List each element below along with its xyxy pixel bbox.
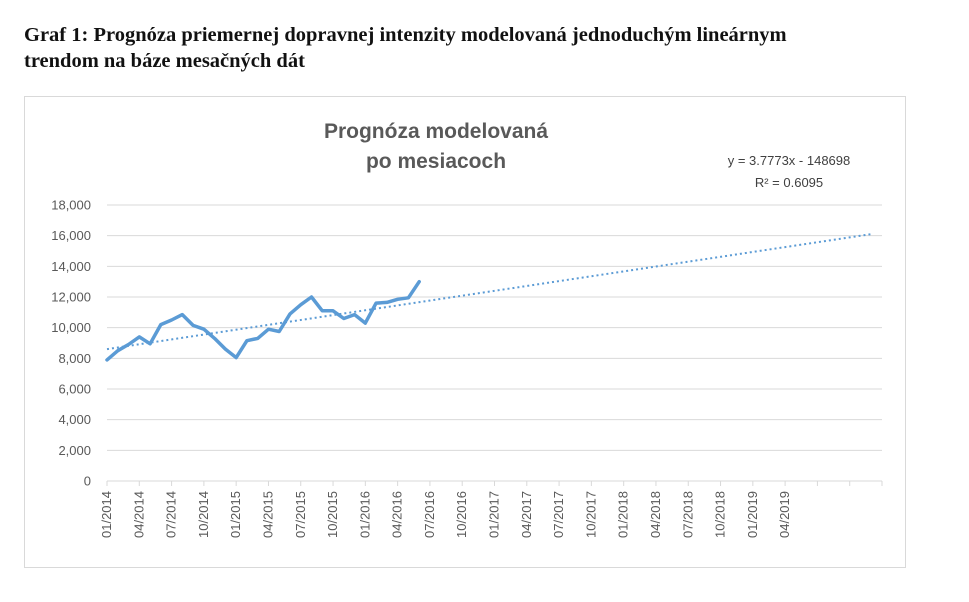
x-tick-label: 07/2014 — [164, 491, 179, 538]
x-tick-label: 01/2018 — [616, 491, 631, 538]
x-tick-label: 10/2018 — [713, 491, 728, 538]
x-tick-label: 10/2015 — [325, 491, 340, 538]
caption-line-2: trendom na báze mesačných dát — [24, 50, 305, 72]
y-tick-label: 6,000 — [58, 382, 91, 397]
x-tick-label: 04/2017 — [519, 491, 534, 538]
trendline-r-squared: R² = 0.6095 — [755, 175, 823, 190]
series-line — [105, 279, 421, 362]
x-tick-label: 01/2014 — [99, 491, 114, 538]
y-tick-label: 12,000 — [51, 290, 91, 305]
y-tick-label: 8,000 — [58, 351, 91, 366]
y-tick-label: 18,000 — [51, 198, 91, 213]
x-tick-label: 07/2017 — [551, 491, 566, 538]
x-tick-label: 04/2019 — [777, 491, 792, 538]
x-tick-label: 04/2014 — [131, 491, 146, 538]
trendline — [106, 233, 872, 351]
y-tick-label: 16,000 — [51, 228, 91, 243]
line-chart: Prognóza modelovaná po mesiacoch y = 3.777… — [51, 120, 883, 538]
x-tick-label: 07/2015 — [293, 491, 308, 538]
x-tick-label: 07/2018 — [680, 491, 695, 538]
x-tick-label: 04/2015 — [260, 491, 275, 538]
y-tick-label: 4,000 — [58, 412, 91, 427]
figure-caption: Graf 1: Prognóza priemernej dopravnej in… — [24, 22, 949, 74]
x-tick-label: 04/2016 — [390, 491, 405, 538]
y-tick-label: 14,000 — [51, 259, 91, 274]
chart-title-line-1: Prognóza modelovaná — [324, 120, 548, 143]
x-tick-label: 01/2015 — [228, 491, 243, 538]
x-tick-label: 10/2016 — [454, 491, 469, 538]
x-tick-label: 01/2019 — [745, 491, 760, 538]
y-tick-label: 10,000 — [51, 320, 91, 335]
x-tick-label: 10/2017 — [583, 491, 598, 538]
x-tick-label: 07/2016 — [422, 491, 437, 538]
chart-area: Prognóza modelovaná po mesiacoch y = 3.777… — [24, 96, 906, 568]
trendline-equation: y = 3.7773x - 148698 — [728, 153, 851, 168]
x-tick-label: 10/2014 — [196, 491, 211, 538]
caption-line-1: Graf 1: Prognóza priemernej dopravnej in… — [24, 24, 787, 46]
x-tick-label: 01/2016 — [357, 491, 372, 538]
x-tick-label: 04/2018 — [648, 491, 663, 538]
y-tick-label: 0 — [84, 474, 91, 489]
y-tick-label: 2,000 — [58, 443, 91, 458]
chart-title-line-2: po mesiacoch — [366, 150, 506, 173]
x-tick-label: 01/2017 — [487, 491, 502, 538]
